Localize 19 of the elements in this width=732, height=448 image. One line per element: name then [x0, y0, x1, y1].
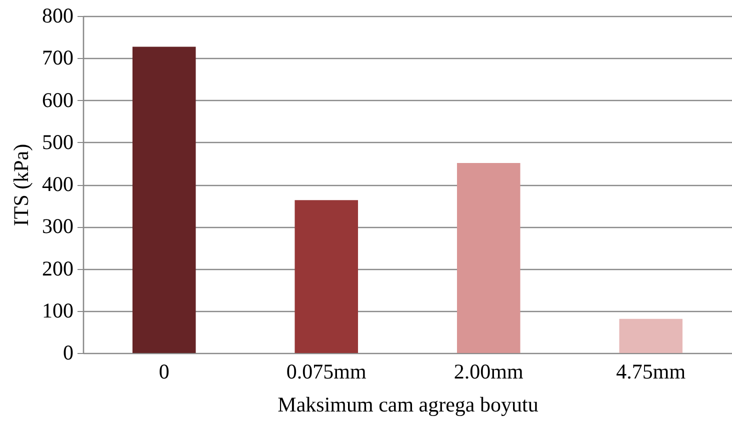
y-tick-label: 300 — [42, 214, 74, 238]
y-tick-label: 0 — [63, 340, 74, 364]
x-tick-label: 0 — [158, 360, 170, 384]
x-tick-label: 4.75mm — [616, 360, 686, 384]
x-tick-label: 0.075mm — [286, 360, 366, 384]
bar — [619, 318, 683, 353]
y-tick-label: 100 — [42, 298, 74, 322]
y-tick-label: 600 — [42, 88, 74, 112]
y-tick-label: 400 — [42, 172, 74, 196]
bar — [294, 200, 358, 353]
x-tick-label: 2.00mm — [454, 360, 524, 384]
y-tick-label: 200 — [42, 256, 74, 280]
y-tick-label: 500 — [42, 130, 74, 154]
bar — [132, 46, 196, 353]
y-tick-label: 800 — [42, 4, 74, 28]
bar — [456, 163, 520, 353]
x-axis-title: Maksimum cam agrega boyutu — [278, 392, 539, 416]
y-axis-title: ITS (kPa) — [9, 144, 33, 226]
y-tick-label: 700 — [42, 46, 74, 70]
